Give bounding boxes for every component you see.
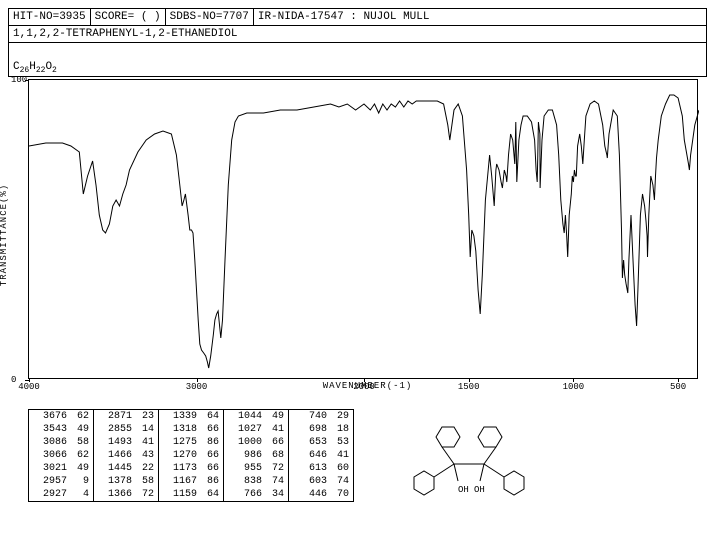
peak-entry: 287123: [94, 410, 158, 423]
peak-entry: 117366: [159, 462, 223, 475]
peak-entry: 74029: [289, 410, 353, 423]
peak-table: 3676623543493086583066623021492957929274…: [28, 409, 354, 502]
peak-entry: 65353: [289, 436, 353, 449]
peak-entry: 354349: [29, 423, 93, 436]
oh-label-1: OH: [458, 485, 469, 495]
peak-entry: 127586: [159, 436, 223, 449]
peak-entry: 29579: [29, 475, 93, 488]
peak-column: 2871232855141493411466431445221378581366…: [94, 410, 159, 501]
y-axis-label: TRANSMITTANCE(%): [0, 184, 9, 286]
peak-entry: 144522: [94, 462, 158, 475]
compound-title: 1,1,2,2-TETRAPHENYL-1,2-ETHANEDIOL: [8, 26, 707, 43]
peak-entry: 116786: [159, 475, 223, 488]
x-tick-label: 500: [670, 382, 686, 392]
bottom-section: 3676623543493086583066623021492957929274…: [28, 409, 707, 502]
peak-entry: 104449: [224, 410, 288, 423]
hit-no: HIT-NO=3935: [9, 9, 91, 25]
peak-entry: 29274: [29, 488, 93, 501]
ir-info: IR-NIDA-17547 : NUJOL MULL: [254, 9, 706, 25]
peak-column: 3676623543493086583066623021492957929274: [29, 410, 94, 501]
peak-entry: 133964: [159, 410, 223, 423]
peak-entry: 308658: [29, 436, 93, 449]
peak-entry: 146643: [94, 449, 158, 462]
score: SCORE= ( ): [91, 9, 166, 25]
header-bar: HIT-NO=3935 SCORE= ( ) SDBS-NO=7707 IR-N…: [8, 8, 707, 26]
peak-entry: 98668: [224, 449, 288, 462]
oh-label-2: OH: [474, 485, 485, 495]
spectrum-line: [29, 80, 699, 380]
chart-plot-area: 010040003000200015001000500: [28, 79, 698, 379]
peak-entry: 64641: [289, 449, 353, 462]
y-tick-label: 0: [11, 375, 16, 385]
peak-entry: 100066: [224, 436, 288, 449]
peak-entry: 367662: [29, 410, 93, 423]
peak-entry: 115964: [159, 488, 223, 501]
spacer: [8, 43, 707, 59]
peak-column: 74029698186535364641613606037444670: [289, 410, 353, 501]
peak-entry: 69818: [289, 423, 353, 436]
peak-entry: 127066: [159, 449, 223, 462]
peak-entry: 83874: [224, 475, 288, 488]
peak-column: 1339641318661275861270661173661167861159…: [159, 410, 224, 501]
spectrum-chart: TRANSMITTANCE(%) 01004000300020001500100…: [8, 79, 707, 391]
peak-entry: 131866: [159, 423, 223, 436]
peak-entry: 306662: [29, 449, 93, 462]
peak-column: 10444910274110006698668955728387476634: [224, 410, 289, 501]
x-tick-label: 1500: [458, 382, 480, 392]
peak-entry: 76634: [224, 488, 288, 501]
x-tick-label: 3000: [186, 382, 208, 392]
peak-entry: 137858: [94, 475, 158, 488]
peak-entry: 302149: [29, 462, 93, 475]
peak-entry: 136672: [94, 488, 158, 501]
x-tick-label: 2000: [353, 382, 375, 392]
peak-entry: 102741: [224, 423, 288, 436]
peak-entry: 61360: [289, 462, 353, 475]
x-tick-label: 1000: [563, 382, 585, 392]
peak-entry: 44670: [289, 488, 353, 501]
peak-entry: 149341: [94, 436, 158, 449]
x-tick-label: 4000: [18, 382, 40, 392]
molecular-formula: C26H22O2: [8, 59, 707, 77]
peak-entry: 95572: [224, 462, 288, 475]
sdbs-no: SDBS-NO=7707: [166, 9, 254, 25]
peak-entry: 60374: [289, 475, 353, 488]
molecule-structure: OH OH: [374, 409, 564, 499]
peak-entry: 285514: [94, 423, 158, 436]
